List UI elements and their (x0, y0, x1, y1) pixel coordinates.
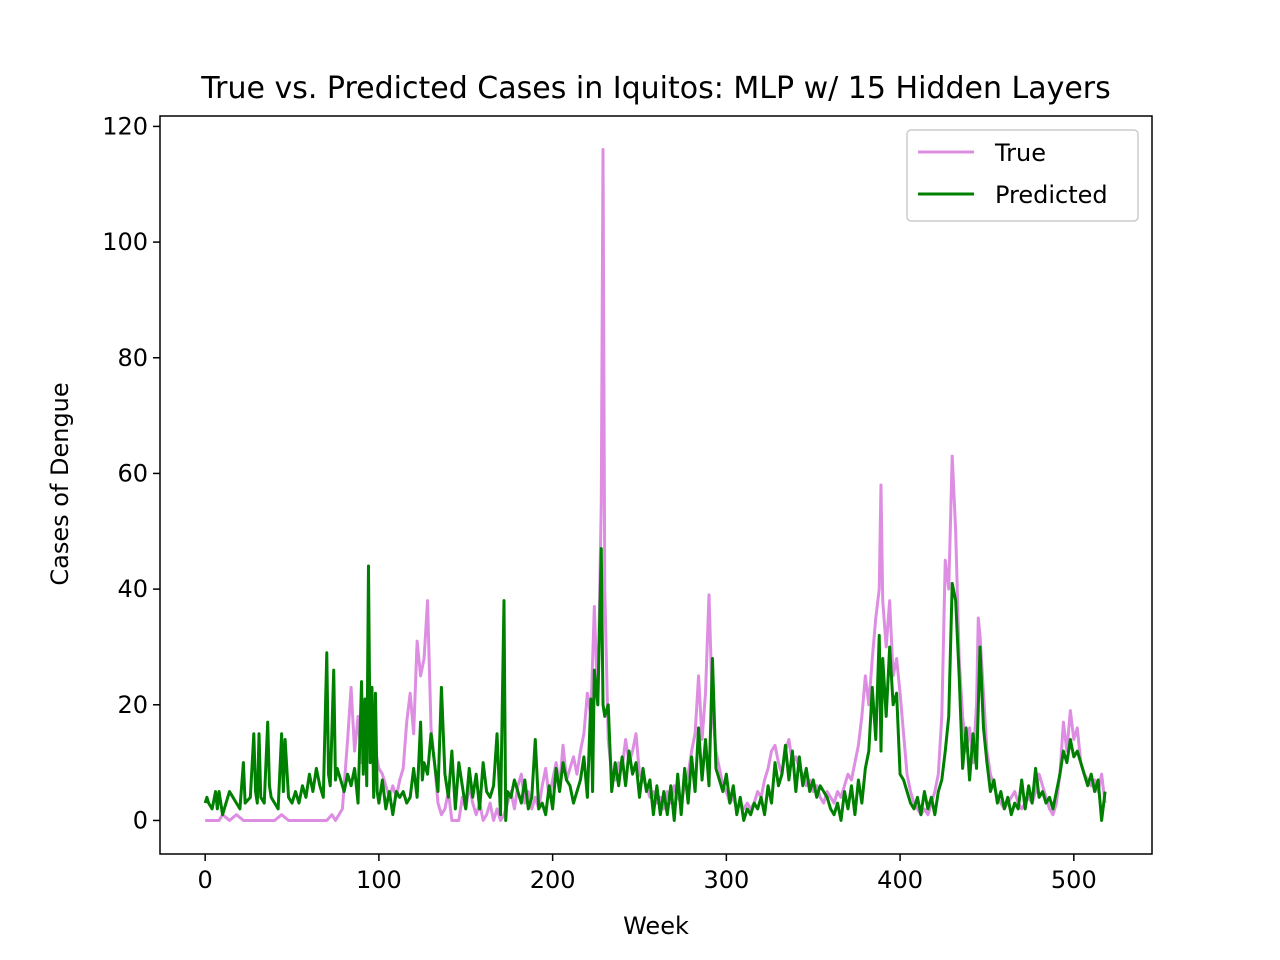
series-line-predicted (203, 547, 1107, 822)
y-tick-label: 0 (133, 806, 148, 834)
x-tick-label: 500 (1051, 866, 1097, 894)
y-tick-label: 100 (102, 228, 148, 256)
x-tick-label: 200 (530, 866, 576, 894)
x-tick-label: 400 (877, 866, 923, 894)
x-tick-label: 0 (198, 866, 213, 894)
x-tick-label: 300 (703, 866, 749, 894)
legend-label-true: True (994, 139, 1046, 167)
x-axis-label: Week (623, 912, 689, 940)
axis-ticks: 0 100 200 300 400 500 0 20 40 60 80 100 120 (102, 112, 1097, 894)
legend: True Predicted (906, 129, 1139, 222)
y-tick-label: 120 (102, 112, 148, 140)
y-tick-label: 80 (117, 344, 148, 372)
plot-area (203, 148, 1107, 822)
y-tick-label: 40 (117, 575, 148, 603)
plot-frame (159, 115, 1153, 855)
y-axis-label: Cases of Dengue (46, 382, 74, 585)
chart-title: True vs. Predicted Cases in Iquitos: MLP… (200, 71, 1111, 106)
y-tick-label: 60 (117, 459, 148, 487)
x-tick-label: 100 (356, 866, 402, 894)
legend-label-predicted: Predicted (995, 181, 1108, 209)
y-tick-label: 20 (117, 691, 148, 719)
